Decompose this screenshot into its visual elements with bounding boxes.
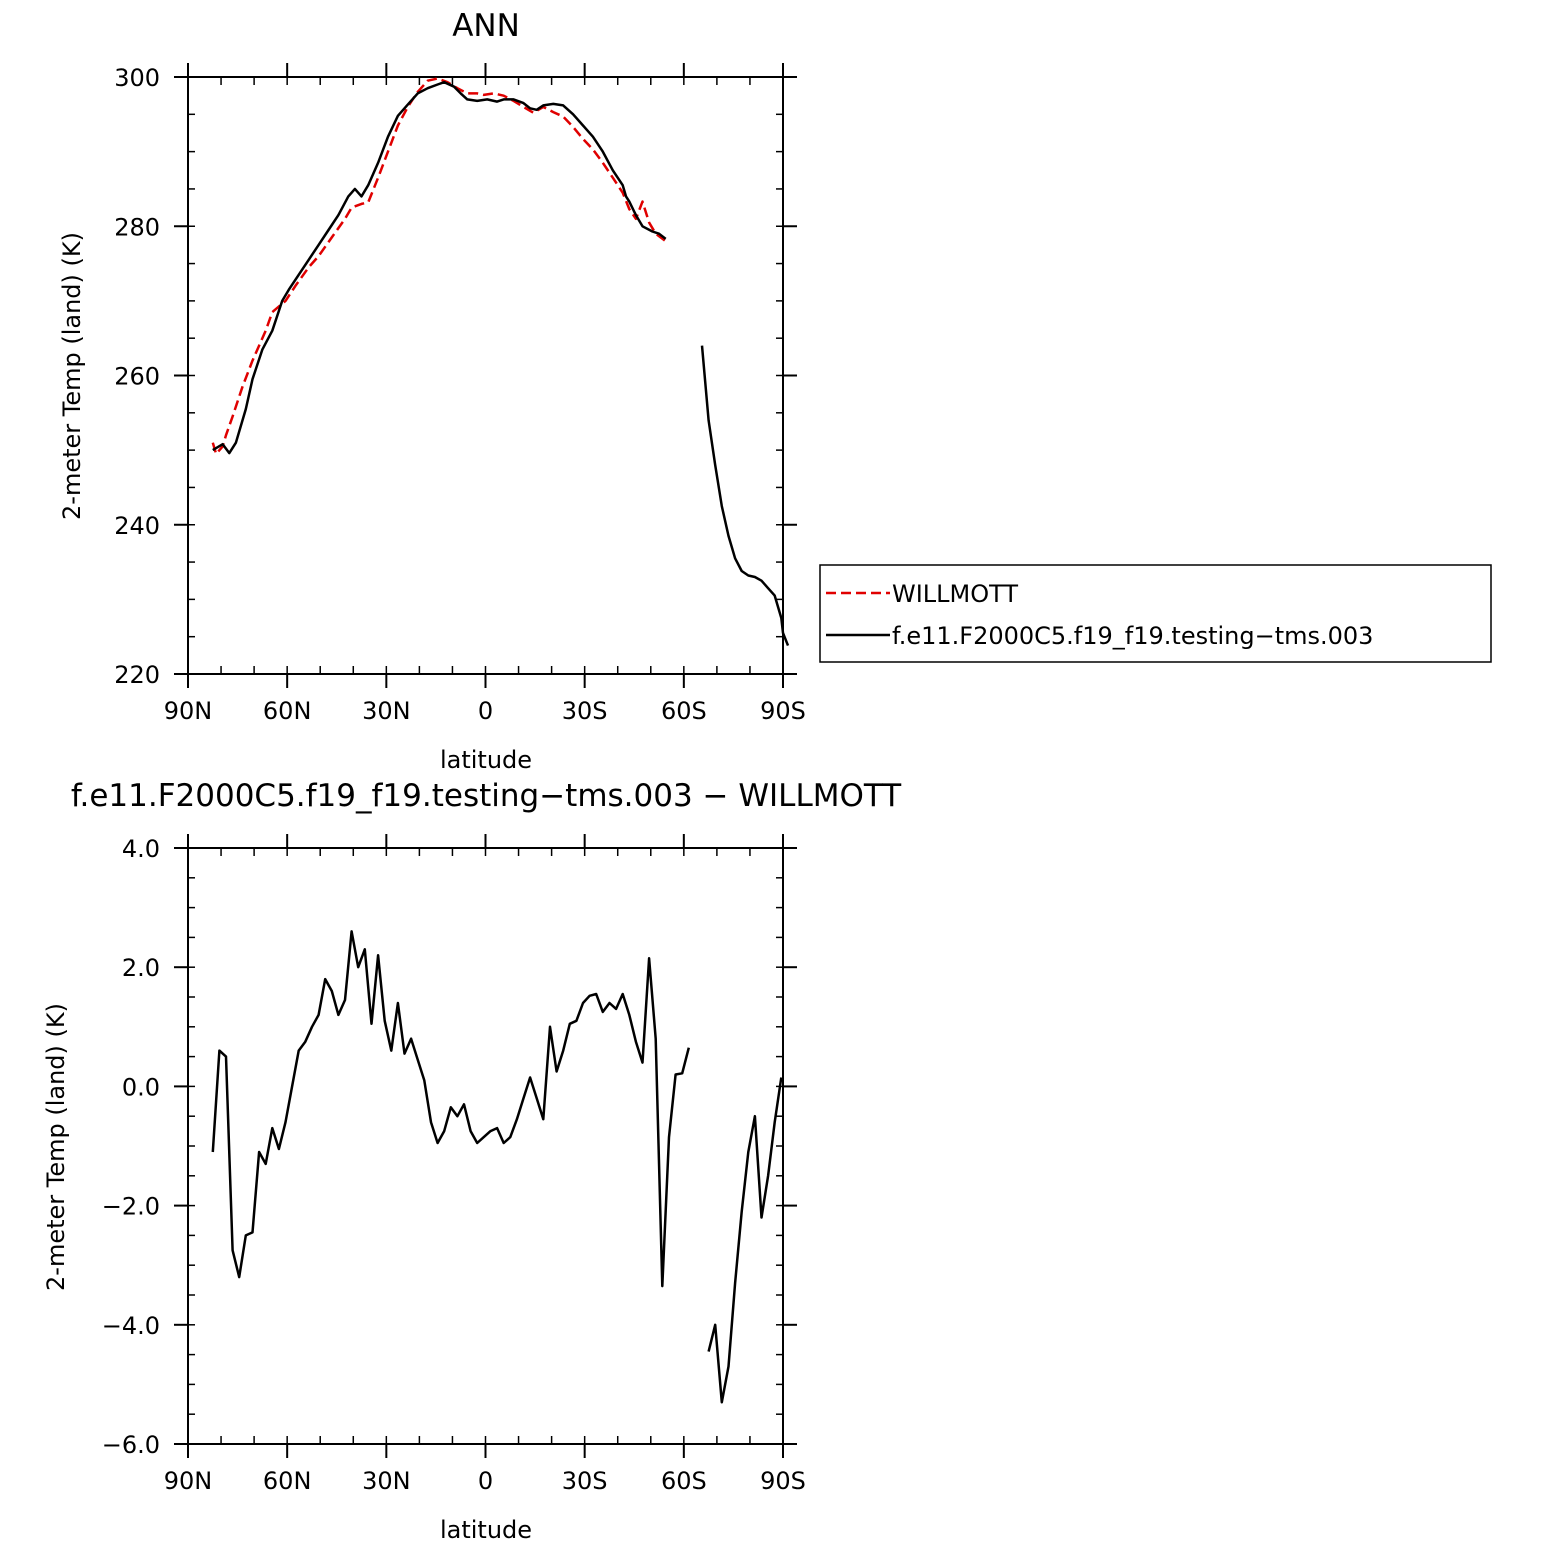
bottom-y-tick-label: −6.0 [102, 1431, 160, 1459]
legend-label-model: f.e11.F2000C5.f19_f19.testing−tms.003 [892, 622, 1373, 650]
legend: WILLMOTT f.e11.F2000C5.f19_f19.testing−t… [819, 564, 1492, 663]
bottom-y-tick-label: −2.0 [102, 1193, 160, 1221]
top-series-line-model [700, 345, 790, 647]
bottom-x-tick-label: 60N [263, 1467, 312, 1495]
top-series-line-willmott [211, 77, 667, 456]
top-x-tick-label: 60N [263, 697, 312, 725]
bottom-y-axis-label: 2-meter Temp (land) (K) [42, 1003, 70, 1291]
bottom-x-tick-label: 90S [760, 1467, 806, 1495]
bottom-series-line-model [707, 1077, 783, 1404]
top-chart-axes: 220 240 260 280 300 90N 60N 30N 0 30S 60S 90S [114, 63, 806, 725]
legend-label-willmott: WILLMOTT [892, 580, 1018, 608]
bottom-y-tick-label: 4.0 [122, 835, 160, 863]
bottom-x-axis-label: latitude [440, 1516, 532, 1544]
bottom-x-tick-label: 0 [478, 1467, 493, 1495]
top-chart-series [211, 77, 790, 647]
top-chart-panel: ANN 220 240 260 280 300 90N 60N 30N 0 30S 60S 90S l… [58, 8, 806, 774]
bottom-chart-axes: −6.0 −4.0 −2.0 0.0 2.0 4.0 90N 60N 30N 0 30S 60S 90S [102, 834, 806, 1495]
top-y-tick-label: 300 [114, 64, 160, 92]
bottom-y-tick-label: 2.0 [122, 954, 160, 982]
top-x-tick-label: 60S [661, 697, 707, 725]
top-y-tick-label: 220 [114, 661, 160, 689]
bottom-x-tick-label: 30N [362, 1467, 411, 1495]
bottom-chart-series [211, 930, 783, 1404]
legend-box [819, 564, 1492, 663]
top-x-tick-label: 30N [362, 697, 411, 725]
top-x-tick-label: 90S [760, 697, 806, 725]
bottom-chart-title: f.e11.F2000C5.f19_f19.testing−tms.003 − … [71, 778, 902, 814]
top-y-tick-label: 260 [114, 363, 160, 391]
top-chart-title: ANN [452, 8, 520, 44]
top-x-axis-label: latitude [440, 746, 532, 774]
bottom-x-tick-label: 90N [164, 1467, 213, 1495]
top-series-line-model [212, 80, 667, 455]
bottom-x-tick-label: 30S [562, 1467, 608, 1495]
bottom-series-line-model [211, 930, 691, 1288]
top-plot-frame [187, 76, 784, 675]
bottom-x-tick-label: 60S [661, 1467, 707, 1495]
top-y-tick-label: 240 [114, 512, 160, 540]
top-x-tick-label: 0 [478, 697, 493, 725]
top-x-tick-label: 30S [562, 697, 608, 725]
bottom-y-tick-label: 0.0 [122, 1073, 160, 1101]
top-x-tick-label: 90N [164, 697, 213, 725]
top-y-axis-label: 2-meter Temp (land) (K) [58, 232, 86, 520]
bottom-chart-panel: f.e11.F2000C5.f19_f19.testing−tms.003 − … [42, 778, 902, 1544]
bottom-y-tick-label: −4.0 [102, 1312, 160, 1340]
top-y-tick-label: 280 [114, 213, 160, 241]
